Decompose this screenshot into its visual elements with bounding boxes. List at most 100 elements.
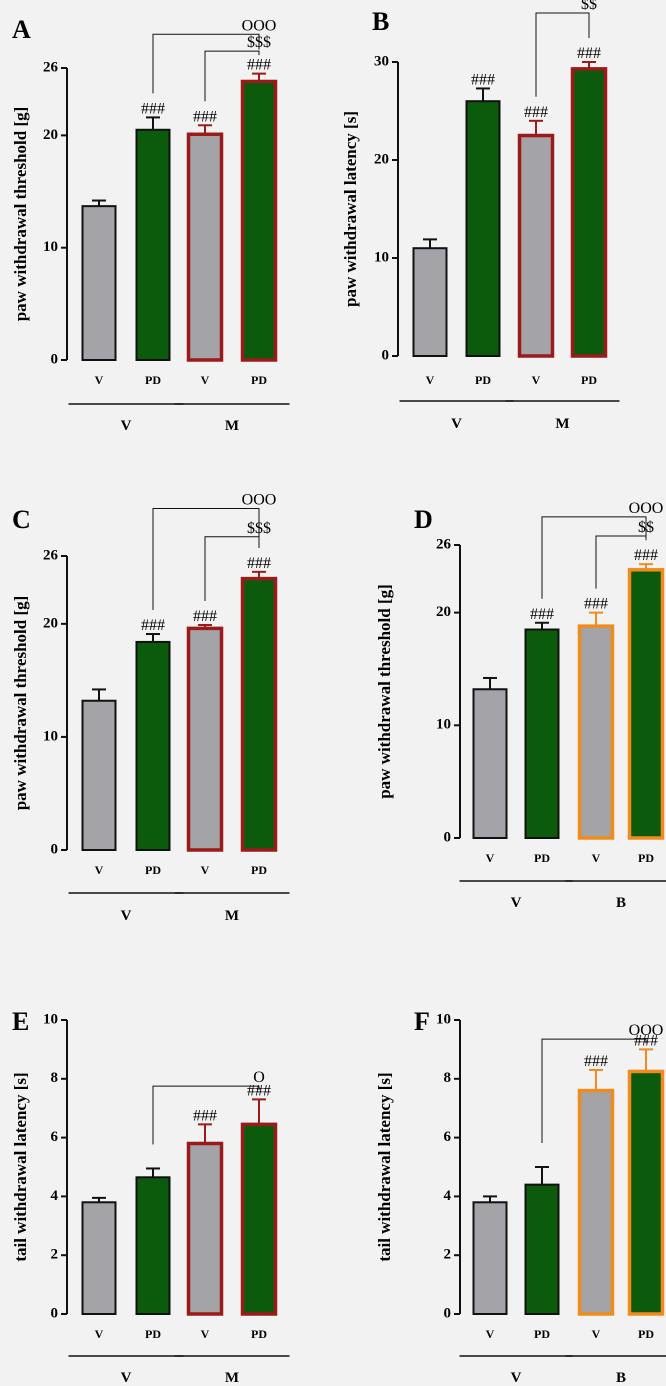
y-tick-label: 26: [436, 536, 452, 552]
y-tick-label: 10: [374, 249, 389, 265]
bar: [81, 205, 117, 361]
comparison-label: $$$: [247, 34, 271, 51]
comparison-bracket: [204, 50, 260, 102]
group-label: V: [121, 418, 132, 434]
y-tick-label: 6: [51, 1129, 59, 1145]
comparison-bracket: [535, 12, 590, 97]
x-category-label: V: [95, 1327, 104, 1341]
y-axis-label: tail withdrawal latency [s]: [11, 1072, 30, 1261]
bar: [524, 1183, 560, 1316]
bar: [135, 1176, 171, 1316]
x-category-label: V: [486, 1327, 495, 1341]
comparison-bracket: [152, 33, 260, 94]
comparison-bracket: [152, 508, 260, 611]
comparison-label: OOO: [242, 17, 277, 34]
x-category-label: PD: [475, 373, 491, 387]
bar-significance-label: ###: [247, 57, 271, 74]
comparison-label: OOO: [629, 1022, 664, 1039]
y-tick-label: 26: [43, 59, 59, 75]
comparison-bracket: [541, 1038, 647, 1143]
bar: [186, 1141, 224, 1316]
x-category-label: PD: [145, 1327, 161, 1341]
bar-significance-label: ###: [141, 617, 165, 634]
comparison-label: $$$: [247, 520, 271, 537]
y-tick-label: 0: [51, 1305, 59, 1321]
bar-significance-label: ###: [247, 555, 271, 572]
group-label: V: [511, 895, 522, 911]
x-category-label: PD: [145, 373, 161, 387]
bar-significance-label: ###: [193, 1107, 217, 1124]
y-axis-label: paw withdrawal threshold [g]: [11, 107, 30, 322]
comparison-label: OOO: [242, 492, 277, 509]
bar: [472, 1201, 508, 1316]
y-tick-label: 20: [436, 604, 451, 620]
y-tick-label: 4: [444, 1188, 452, 1204]
group-label: M: [555, 416, 569, 432]
x-category-label: PD: [251, 1327, 267, 1341]
group-label: B: [616, 1370, 626, 1386]
x-category-label: PD: [534, 851, 550, 865]
y-tick-label: 0: [444, 829, 452, 845]
y-tick-label: 10: [43, 1011, 58, 1027]
group-label: B: [616, 895, 626, 911]
panel-letter: D: [414, 505, 433, 534]
bar: [577, 1088, 615, 1316]
group-label: V: [121, 1370, 132, 1386]
panel-letter: F: [414, 1007, 430, 1036]
group-label: M: [225, 908, 239, 924]
bar-significance-label: ###: [471, 71, 495, 88]
bar: [517, 133, 555, 358]
bar: [135, 640, 171, 852]
x-category-label: PD: [145, 863, 161, 877]
y-tick-label: 4: [51, 1188, 59, 1204]
y-axis-label: paw withdrawal threshold [g]: [11, 596, 30, 811]
y-tick-label: 8: [51, 1070, 59, 1086]
bar: [240, 1122, 278, 1316]
x-category-label: V: [95, 863, 104, 877]
y-tick-label: 6: [444, 1129, 452, 1145]
y-tick-label: 26: [43, 547, 59, 563]
bar: [240, 576, 278, 852]
group-label: V: [511, 1370, 522, 1386]
bar-significance-label: ###: [584, 1053, 608, 1070]
bar-significance-label: ###: [530, 606, 554, 623]
bar-significance-label: ###: [141, 100, 165, 117]
y-tick-label: 10: [43, 239, 58, 255]
x-category-label: V: [201, 1327, 210, 1341]
panel-letter: B: [372, 7, 389, 36]
y-tick-label: 0: [382, 347, 390, 363]
bar: [524, 628, 560, 839]
x-category-label: PD: [638, 1327, 654, 1341]
comparison-bracket: [595, 535, 647, 589]
bar: [81, 699, 117, 851]
bar: [627, 1069, 665, 1316]
y-tick-label: 0: [444, 1305, 452, 1321]
bar: [135, 128, 171, 361]
bar: [465, 100, 501, 357]
x-category-label: PD: [638, 851, 654, 865]
comparison-label: $$: [581, 0, 597, 13]
x-category-label: V: [426, 373, 435, 387]
comparison-bracket: [541, 516, 647, 599]
bar-significance-label: ###: [577, 45, 601, 62]
panel-letter: A: [12, 15, 31, 44]
group-label: M: [225, 1370, 239, 1386]
x-category-label: V: [201, 373, 210, 387]
bar: [627, 568, 665, 840]
y-tick-label: 10: [43, 728, 58, 744]
comparison-label: $$: [638, 519, 654, 536]
x-category-label: PD: [251, 373, 267, 387]
bar-significance-label: ###: [634, 547, 658, 564]
x-category-label: V: [486, 851, 495, 865]
y-tick-label: 10: [436, 717, 451, 733]
x-category-label: PD: [251, 863, 267, 877]
x-category-label: V: [95, 373, 104, 387]
x-category-label: V: [592, 851, 601, 865]
bar: [186, 626, 224, 852]
panel-letter: E: [12, 1007, 29, 1036]
